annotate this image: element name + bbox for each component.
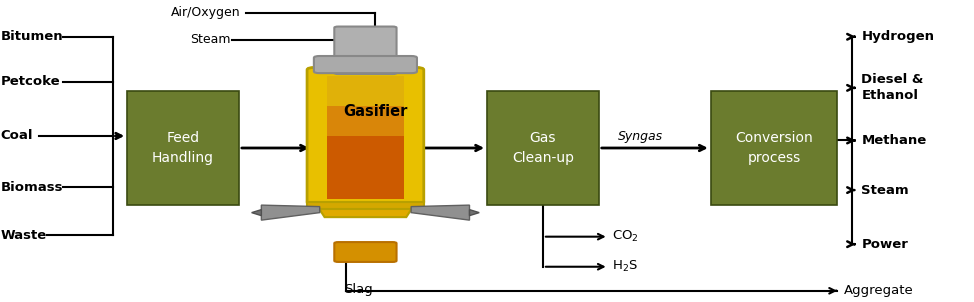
Text: H$_2$S: H$_2$S — [613, 259, 638, 274]
FancyBboxPatch shape — [307, 67, 424, 204]
Text: Waste: Waste — [1, 229, 47, 242]
FancyBboxPatch shape — [326, 106, 404, 136]
Text: Gasifier: Gasifier — [343, 104, 407, 119]
Polygon shape — [315, 202, 416, 217]
Text: Power: Power — [861, 238, 909, 251]
FancyBboxPatch shape — [314, 56, 417, 73]
Polygon shape — [307, 202, 424, 209]
Text: Bitumen: Bitumen — [1, 30, 63, 43]
Text: Syngas: Syngas — [618, 130, 663, 143]
FancyBboxPatch shape — [711, 91, 837, 205]
Text: Hydrogen: Hydrogen — [861, 30, 934, 43]
FancyBboxPatch shape — [334, 27, 396, 74]
Text: Air/Oxygen: Air/Oxygen — [170, 6, 241, 19]
Polygon shape — [261, 205, 319, 220]
Text: Petcoke: Petcoke — [1, 76, 60, 88]
Text: Methane: Methane — [861, 134, 926, 147]
FancyBboxPatch shape — [326, 76, 404, 106]
Polygon shape — [251, 210, 261, 216]
Text: Slag: Slag — [344, 283, 373, 296]
Text: Biomass: Biomass — [1, 181, 63, 194]
Text: Diesel &
Ethanol: Diesel & Ethanol — [861, 73, 923, 102]
FancyBboxPatch shape — [128, 91, 239, 205]
FancyBboxPatch shape — [334, 242, 396, 262]
Text: Gas
Clean-up: Gas Clean-up — [512, 131, 574, 165]
Text: CO$_2$: CO$_2$ — [613, 229, 639, 244]
Text: Feed
Handling: Feed Handling — [152, 131, 214, 165]
Text: Conversion
process: Conversion process — [735, 131, 812, 165]
Polygon shape — [469, 210, 479, 216]
Text: Aggregate: Aggregate — [843, 284, 914, 297]
Text: Coal: Coal — [1, 130, 33, 143]
FancyBboxPatch shape — [487, 91, 599, 205]
FancyBboxPatch shape — [326, 136, 404, 199]
Text: Steam: Steam — [861, 184, 909, 197]
Text: Steam: Steam — [190, 33, 231, 46]
Polygon shape — [411, 205, 469, 220]
